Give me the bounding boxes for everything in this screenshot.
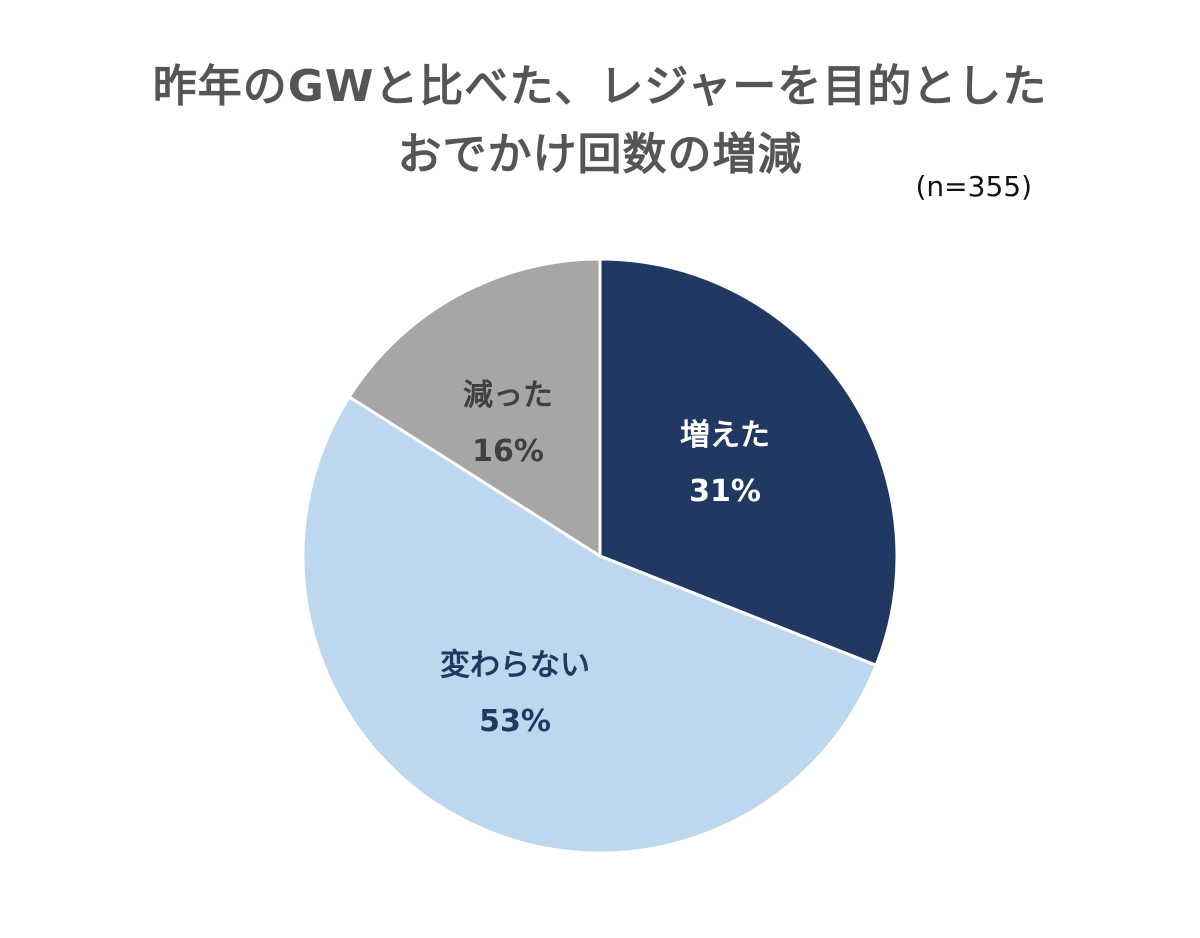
slice-category-label: 変わらない	[440, 648, 590, 683]
slice-percent-label: 16%	[472, 434, 544, 469]
chart-title-line-2: おでかけ回数の増減	[397, 129, 803, 180]
sample-size-note: (n=355)	[915, 170, 1033, 203]
pie-slice-1	[598, 257, 899, 667]
pie-slice-3	[347, 257, 602, 558]
slice-category-label: 増えた	[680, 418, 770, 453]
chart-title-line-1: 昨年のGWと比べた、レジャーを目的とした	[152, 61, 1048, 112]
slice-percent-label: 53%	[479, 704, 551, 739]
slice-percent-label: 31%	[689, 474, 761, 509]
slice-category-label: 減った	[463, 378, 553, 413]
pie-slice-2	[301, 395, 878, 855]
